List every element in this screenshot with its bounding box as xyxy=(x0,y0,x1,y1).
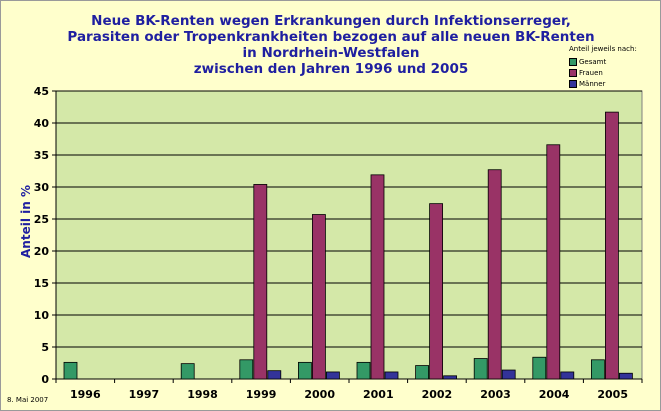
legend-swatch-frauen xyxy=(569,68,577,77)
y-axis-label: Anteil in % xyxy=(19,185,33,258)
y-tick-label: 20 xyxy=(34,245,50,258)
chart-title-line-2: Parasiten oder Tropenkrankheiten bezogen… xyxy=(67,29,595,45)
bar-frauen-1999 xyxy=(253,184,268,380)
x-tick-label: 2000 xyxy=(304,388,335,401)
y-tick-label: 0 xyxy=(41,373,49,386)
bar-maenner-2001 xyxy=(384,371,399,380)
legend-item-frauen: Frauen xyxy=(569,67,637,78)
x-tick-label: 1997 xyxy=(129,388,160,401)
bar-gesamt-2001 xyxy=(356,361,371,380)
y-tick-label: 30 xyxy=(34,181,50,194)
bar-maenner-2000 xyxy=(325,371,340,380)
y-tick-label: 45 xyxy=(34,85,49,98)
bar-gesamt-2002 xyxy=(415,365,430,380)
bar-frauen-2003 xyxy=(487,169,502,380)
bar-gesamt-1996 xyxy=(63,361,78,380)
bar-frauen-2004 xyxy=(546,144,561,380)
bar-gesamt-1999 xyxy=(239,359,254,380)
x-tick-label: 2002 xyxy=(422,388,453,401)
bar-frauen-2000 xyxy=(311,214,326,380)
plot-area xyxy=(55,90,643,380)
bar-gesamt-2003 xyxy=(473,358,488,380)
bar-frauen-2001 xyxy=(370,174,385,380)
chart-title-line-1: Neue BK-Renten wegen Erkrankungen durch … xyxy=(91,13,571,29)
y-tick-label: 5 xyxy=(41,341,49,354)
bar-maenner-2004 xyxy=(560,371,575,380)
y-tick-label: 25 xyxy=(34,213,49,226)
legend: Anteil jeweils nach: Gesamt Frauen Männe… xyxy=(569,45,637,89)
legend-label-frauen: Frauen xyxy=(579,68,603,77)
date-stamp: 8. Mai 2007 xyxy=(7,396,49,404)
x-tick-label: 2001 xyxy=(363,388,394,401)
y-tick-label: 10 xyxy=(34,309,50,322)
legend-title: Anteil jeweils nach: xyxy=(569,45,637,53)
legend-item-gesamt: Gesamt xyxy=(569,56,637,67)
bar-maenner-1999 xyxy=(267,370,282,380)
x-tick-label: 1998 xyxy=(187,388,218,401)
legend-item-maenner: Männer xyxy=(569,78,637,89)
x-tick-label: 2004 xyxy=(539,388,570,401)
chart-title: Neue BK-Renten wegen Erkrankungen durch … xyxy=(61,13,601,77)
y-tick-label: 15 xyxy=(34,277,49,290)
legend-label-maenner: Männer xyxy=(579,79,606,88)
bar-maenner-2005 xyxy=(619,372,633,380)
legend-swatch-maenner xyxy=(569,79,577,88)
chart-title-line-4: zwischen den Jahren 1996 und 2005 xyxy=(193,61,469,77)
bar-maenner-2003 xyxy=(501,369,516,380)
legend-swatch-gesamt xyxy=(569,57,577,66)
x-tick-label: 2005 xyxy=(597,388,628,401)
bar-frauen-2002 xyxy=(429,203,444,380)
x-tick-label: 1996 xyxy=(70,388,101,401)
legend-label-gesamt: Gesamt xyxy=(579,57,607,66)
bar-gesamt-2005 xyxy=(591,359,605,380)
bar-gesamt-2004 xyxy=(532,356,547,380)
bar-maenner-2002 xyxy=(443,375,458,380)
bar-gesamt-2000 xyxy=(297,361,312,380)
y-tick-label: 40 xyxy=(34,117,50,130)
x-tick-label: 1999 xyxy=(246,388,277,401)
bar-gesamt-1998 xyxy=(180,363,195,380)
bar-frauen-2005 xyxy=(605,111,619,380)
y-tick-label: 35 xyxy=(34,149,49,162)
chart-title-line-3: in Nordrhein-Westfalen xyxy=(242,45,420,61)
x-tick-label: 2003 xyxy=(480,388,511,401)
